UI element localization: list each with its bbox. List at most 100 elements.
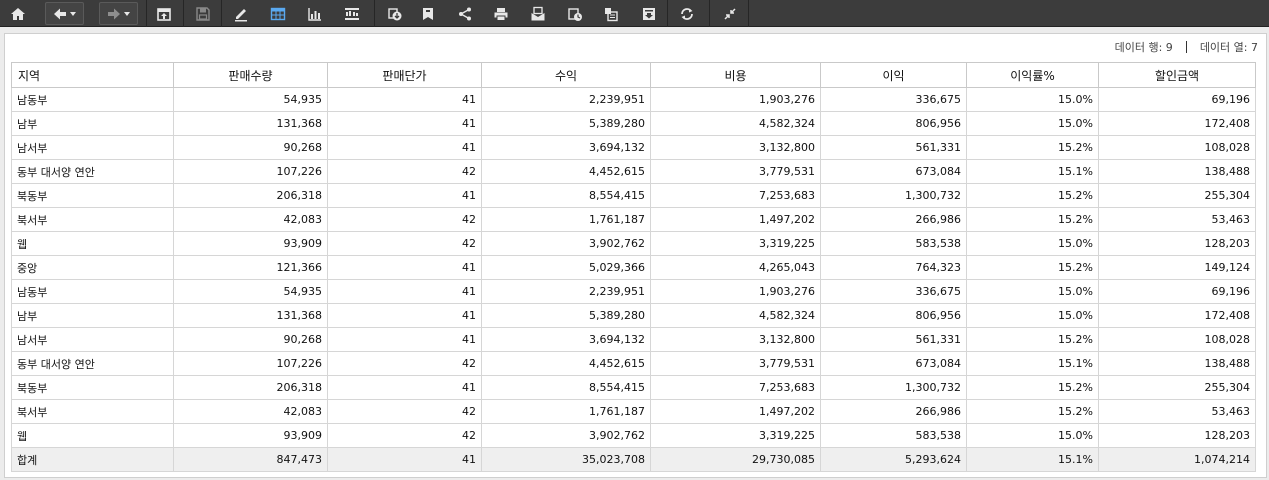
- open-icon[interactable]: [154, 2, 174, 25]
- bar-chart-icon[interactable]: [305, 2, 325, 25]
- column-header[interactable]: 판매수량: [173, 62, 328, 88]
- table-cell: 149,124: [1098, 255, 1256, 280]
- table-cell: 4,265,043: [650, 255, 821, 280]
- table-row: 남부 131,368 41 5,389,280 4,582,324 806,956 15.0…: [11, 111, 1256, 136]
- table-cell: 53,463: [1098, 207, 1256, 232]
- table-cell: 북동부: [11, 183, 174, 208]
- table-cell: 138,488: [1098, 351, 1256, 376]
- table-row: 남부 131,368 41 5,389,280 4,582,324 806,956 15.0…: [11, 303, 1256, 328]
- table-row: 남동부 54,935 41 2,239,951 1,903,276 336,675 15.0…: [11, 87, 1256, 112]
- grid-table-icon[interactable]: [268, 2, 288, 25]
- table-cell: 41: [327, 87, 482, 112]
- table-cell: 15.2%: [966, 135, 1099, 160]
- column-header[interactable]: 판매단가: [327, 62, 482, 88]
- collapse-icon[interactable]: [720, 2, 740, 25]
- table-cell: 3,319,225: [650, 231, 821, 256]
- table-cell: 108,028: [1098, 327, 1256, 352]
- divider: [1185, 41, 1187, 53]
- column-header[interactable]: 이익률%: [966, 62, 1099, 88]
- table-cell: 266,986: [820, 399, 967, 424]
- table-cell: 7,253,683: [650, 375, 821, 400]
- table-cell: 15.1%: [966, 351, 1099, 376]
- table-cell: 42: [327, 351, 482, 376]
- forward-button[interactable]: [99, 2, 138, 25]
- table-cell: 3,694,132: [481, 135, 651, 160]
- toolbar: [0, 0, 1269, 27]
- toolbar-separator: [221, 0, 222, 27]
- header-row: 지역 판매수량 판매단가 수익 비용 이익 이익률% 할인금액: [11, 62, 1256, 88]
- table-cell: 107,226: [173, 351, 328, 376]
- table-cell: 15.0%: [966, 279, 1099, 304]
- table-cell: 7,253,683: [650, 183, 821, 208]
- table-cell: 128,203: [1098, 231, 1256, 256]
- table-cell: 15.2%: [966, 399, 1099, 424]
- copy-icon[interactable]: [601, 2, 621, 25]
- table-cell: 3,319,225: [650, 423, 821, 448]
- column-header[interactable]: 할인금액: [1098, 62, 1256, 88]
- table-cell: 5,293,624: [820, 447, 967, 472]
- save-icon[interactable]: [193, 2, 213, 25]
- table-cell: 206,318: [173, 183, 328, 208]
- table-cell: 561,331: [820, 135, 967, 160]
- grouped-chart-icon[interactable]: [342, 2, 362, 25]
- table-cell: 15.0%: [966, 303, 1099, 328]
- import-icon[interactable]: [639, 2, 659, 25]
- edit-icon[interactable]: [231, 2, 251, 25]
- table-cell: 웹: [11, 231, 174, 256]
- table-cell: 266,986: [820, 207, 967, 232]
- table-cell: 1,903,276: [650, 279, 821, 304]
- column-header[interactable]: 비용: [650, 62, 821, 88]
- table-cell: 41: [327, 255, 482, 280]
- table-cell: 54,935: [173, 87, 328, 112]
- table-cell: 15.2%: [966, 255, 1099, 280]
- report-panel: 데이터 행: 9 데이터 열: 7 지역 판매수량 판매단가 수익 비용 이익 이익률% 할인…: [4, 33, 1267, 478]
- table-cell: 42,083: [173, 207, 328, 232]
- bookmark-icon[interactable]: [418, 2, 438, 25]
- back-button[interactable]: [45, 2, 84, 25]
- table-cell: 107,226: [173, 159, 328, 184]
- table-cell: 15.2%: [966, 183, 1099, 208]
- table-cell: 15.0%: [966, 231, 1099, 256]
- email-icon[interactable]: [528, 2, 548, 25]
- table-cell: 41: [327, 183, 482, 208]
- print-icon[interactable]: [491, 2, 511, 25]
- table-cell: 673,084: [820, 351, 967, 376]
- table-cell: 336,675: [820, 87, 967, 112]
- chevron-down-icon: [124, 11, 130, 16]
- table-cell: 15.1%: [966, 159, 1099, 184]
- table-row: 동부 대서양 연안 107,226 42 4,452,615 3,779,531 673,…: [11, 351, 1256, 376]
- table-row: 동부 대서양 연안 107,226 42 4,452,615 3,779,531 673,…: [11, 159, 1256, 184]
- table-cell: 4,452,615: [481, 159, 651, 184]
- refresh-icon[interactable]: [677, 2, 697, 25]
- table-cell: 15.1%: [966, 447, 1099, 472]
- table-cell: 1,300,732: [820, 375, 967, 400]
- table-cell: 3,902,762: [481, 231, 651, 256]
- table-cell: 중앙: [11, 255, 174, 280]
- table-cell: 3,132,800: [650, 135, 821, 160]
- table-cell: 북서부: [11, 399, 174, 424]
- column-header[interactable]: 수익: [481, 62, 651, 88]
- table-cell: 남동부: [11, 279, 174, 304]
- table-cell: 53,463: [1098, 399, 1256, 424]
- table-cell: 673,084: [820, 159, 967, 184]
- table-cell: 121,366: [173, 255, 328, 280]
- table-cell: 131,368: [173, 111, 328, 136]
- table-row: 중앙 121,366 41 5,029,366 4,265,043 764,323 15.2…: [11, 255, 1256, 280]
- table-cell: 41: [327, 375, 482, 400]
- table-cell: 북서부: [11, 207, 174, 232]
- table-row: 남동부 54,935 41 2,239,951 1,903,276 336,675 15.0…: [11, 279, 1256, 304]
- table-cell: 15.2%: [966, 375, 1099, 400]
- table-cell: 15.0%: [966, 423, 1099, 448]
- table-row: 북동부 206,318 41 8,554,415 7,253,683 1,300,732 1…: [11, 375, 1256, 400]
- table-cell: 806,956: [820, 111, 967, 136]
- table-cell: 1,074,214: [1098, 447, 1256, 472]
- column-header[interactable]: 이익: [820, 62, 967, 88]
- share-icon[interactable]: [455, 2, 475, 25]
- table-cell: 583,538: [820, 423, 967, 448]
- schedule-icon[interactable]: [565, 2, 585, 25]
- table-cell: 남부: [11, 303, 174, 328]
- table-cell: 172,408: [1098, 303, 1256, 328]
- export-icon[interactable]: [385, 2, 405, 25]
- home-icon[interactable]: [8, 2, 28, 25]
- column-header[interactable]: 지역: [11, 62, 174, 88]
